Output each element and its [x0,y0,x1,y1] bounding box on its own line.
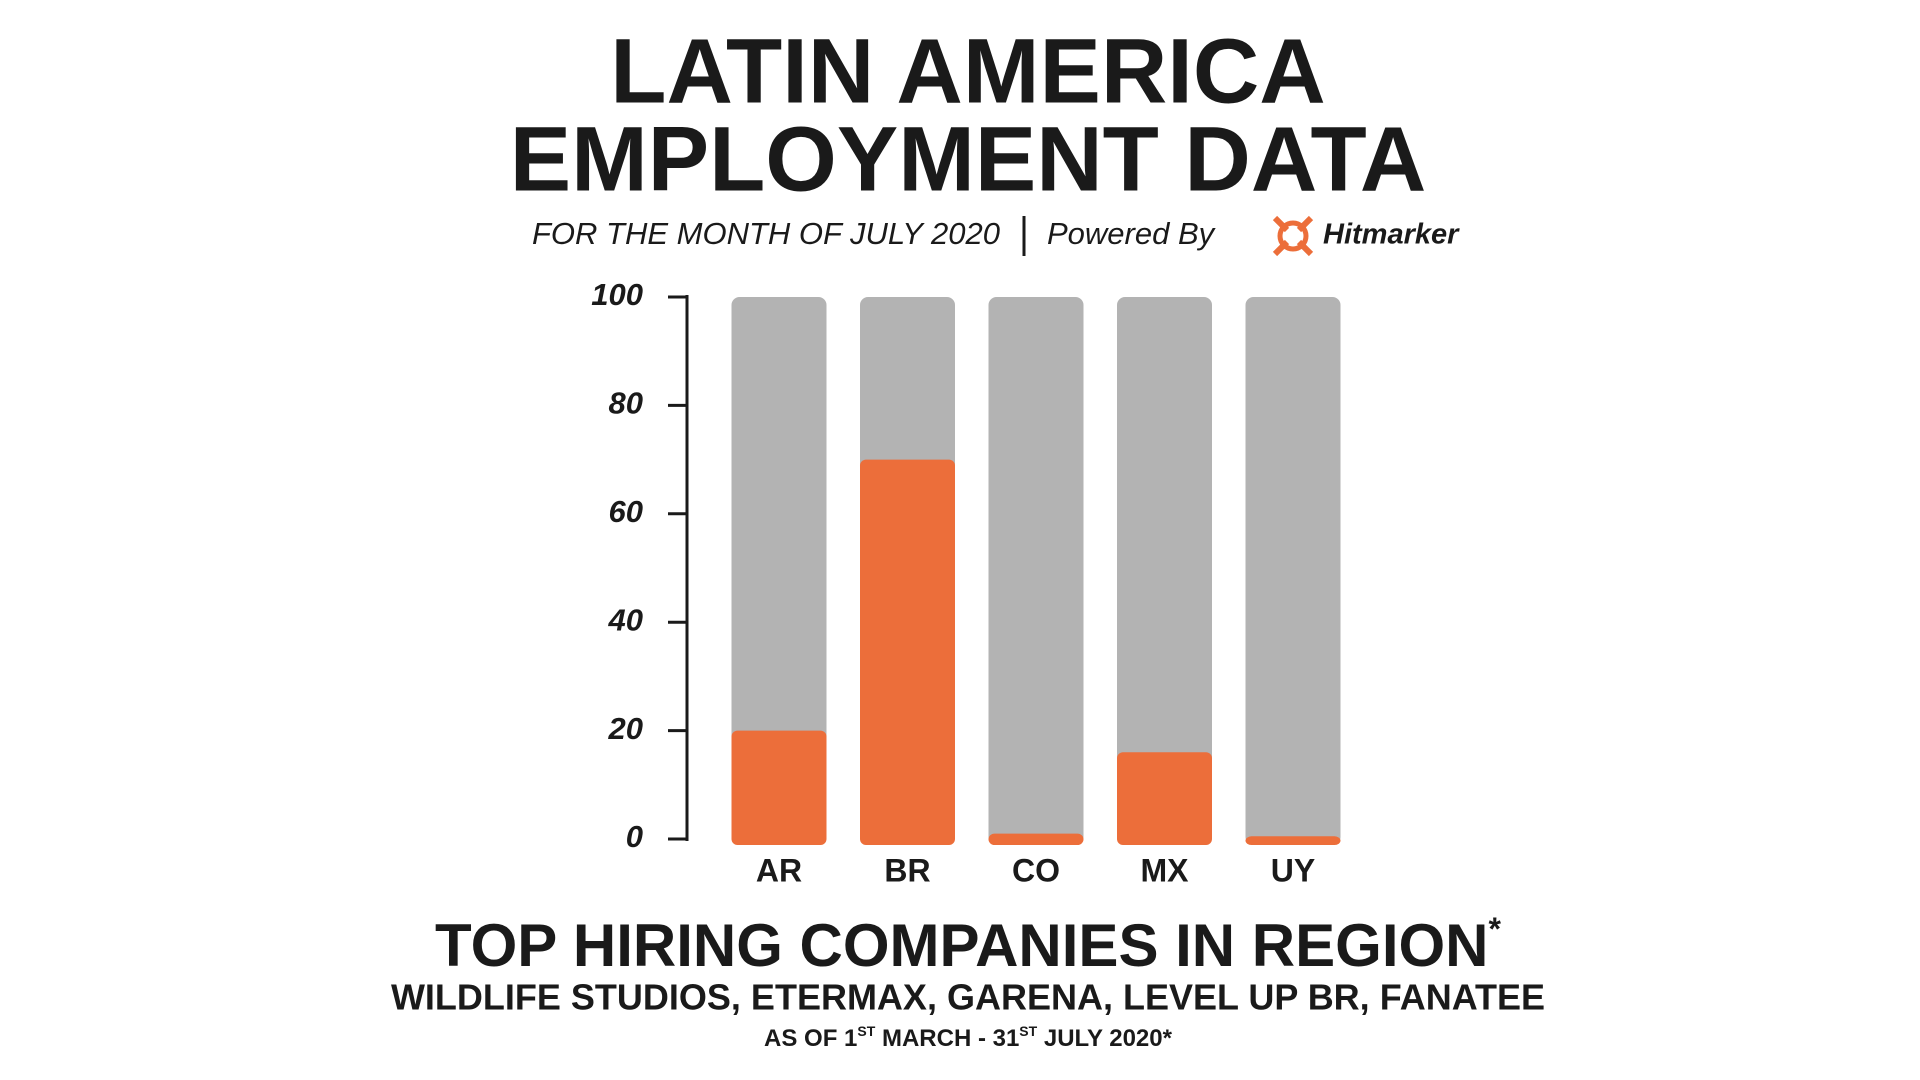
date-range: AS OF 1ST MARCH - 31ST JULY 2020* [764,1023,1173,1053]
subtitle: FOR THE MONTH OF JULY 2020 [532,216,1000,251]
date-text: MARCH - 31 [875,1025,1019,1052]
bar-track [1117,297,1212,845]
date-text: JULY 2020* [1037,1025,1172,1052]
y-tick-label: 40 [608,602,643,637]
heading-mark: * [1489,911,1502,947]
bar-track [988,297,1084,845]
x-tick-label: AR [756,852,802,888]
y-tick-label: 0 [626,819,643,854]
brand-logo [1272,215,1314,257]
bar-track [731,297,827,845]
y-tick-label: 100 [591,277,643,312]
companies: WILDLIFE STUDIOS, ETERMAX, GARENA, LEVEL… [391,977,1545,1018]
bar [1117,752,1212,845]
bar [731,730,827,845]
chart-title: LATIN AMERICA [610,20,1325,122]
x-tick-label: UY [1271,852,1315,888]
y-tick-label: 20 [608,711,643,746]
heading-text: TOP HIRING COMPANIES IN REGION [435,912,1488,979]
x-tick-label: CO [1012,852,1060,888]
superscript: ST [1019,1023,1037,1039]
bar [988,833,1084,845]
powered-by: Powered By [1047,216,1217,251]
y-tick-label: 60 [609,494,643,529]
chart-title: EMPLOYMENT DATA [510,108,1427,210]
bar-track [1245,297,1341,845]
superscript: ST [857,1023,875,1039]
bar [1245,836,1341,845]
y-tick-label: 80 [609,386,643,421]
brand-name: Hitmarker [1323,219,1460,251]
x-tick-label: BR [884,852,930,888]
x-tick-label: MX [1141,852,1190,888]
bar [860,459,955,845]
footer-heading: TOP HIRING COMPANIES IN REGION* [435,911,1501,978]
date-text: AS OF 1 [764,1025,857,1052]
